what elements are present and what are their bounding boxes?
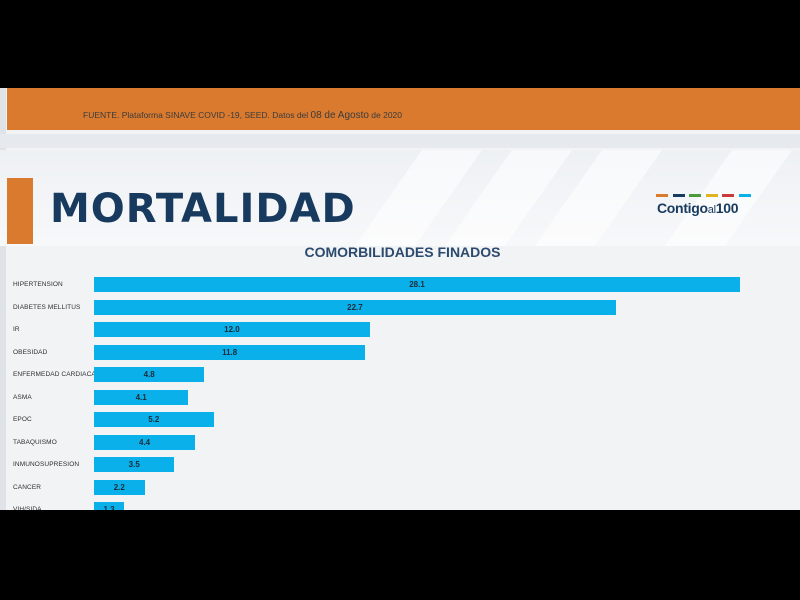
category-label: HIPERTENSION <box>13 281 63 288</box>
source-date: 08 de Agosto <box>310 110 369 121</box>
bar <box>94 412 214 427</box>
bar <box>94 502 124 510</box>
category-label: EPOC <box>13 416 32 423</box>
letterbox-bottom <box>0 510 800 600</box>
bar <box>94 299 616 315</box>
category-label: TABAQUISMO <box>13 438 57 446</box>
value-label: 3.5 <box>128 460 140 469</box>
logo-color-dashes <box>656 194 756 197</box>
page-title: MORTALIDAD <box>50 186 356 232</box>
value-label: 2.2 <box>113 482 125 492</box>
bar <box>94 277 740 292</box>
logo-dash <box>705 194 718 197</box>
bar <box>94 389 189 405</box>
value-label: 11.8 <box>222 347 238 357</box>
logo-dash <box>689 194 701 197</box>
category-label: ENFERMEDAD CARDIACA <box>13 371 96 378</box>
category-label: DIABETES MELLITUS <box>13 303 81 311</box>
logo-number: 100 <box>715 200 739 216</box>
bar-chart: HIPERTENSION 28.1 DIABETES MELLITUS 22.7 IR 1… <box>0 88 800 510</box>
category-label: OBESIDAD <box>13 348 48 356</box>
value-label: 28.1 <box>409 280 425 289</box>
source-suffix: de 2020 <box>368 110 403 120</box>
chart-title: COMORBILIDADES FINADOS <box>304 244 501 260</box>
bar <box>94 434 196 450</box>
value-label: 1.3 <box>103 505 115 510</box>
value-label: 5.2 <box>148 415 160 424</box>
value-label: 4.1 <box>135 392 147 402</box>
source-note: FUENTE. Plataforma SINAVE COVID -19, SEE… <box>83 110 402 121</box>
logo-dash <box>738 194 751 197</box>
slide-left-edge <box>0 88 6 510</box>
logo-dash <box>672 194 685 197</box>
category-label: IR <box>13 326 20 333</box>
logo-small: al <box>707 204 716 216</box>
source-banner: FUENTE. Plataforma SINAVE COVID -19, SEE… <box>7 88 800 130</box>
category-label: CANCER <box>13 483 42 491</box>
title-accent <box>7 178 33 244</box>
category-label: INMUNOSUPRESION <box>13 461 80 468</box>
separator-band <box>0 134 800 148</box>
logo-main: Contigo <box>657 200 708 216</box>
letterbox-top <box>0 0 800 88</box>
value-label: 12.0 <box>224 325 240 334</box>
logo-dash <box>722 194 734 197</box>
value-label: 4.4 <box>139 437 151 447</box>
logo-text: Contigoal100 <box>657 200 739 216</box>
bar <box>94 479 145 495</box>
bar <box>94 322 370 337</box>
category-label: ASMA <box>13 393 32 401</box>
bar <box>94 344 366 360</box>
source-prefix: FUENTE. Plataforma SINAVE COVID -19, SEE… <box>83 110 311 120</box>
category-label: VIH/SIDA <box>13 506 42 510</box>
contigo-logo: Contigoal100 <box>656 194 756 220</box>
value-label: 22.7 <box>347 302 363 312</box>
logo-dash <box>656 194 668 197</box>
slide: FUENTE. Plataforma SINAVE COVID -19, SEE… <box>0 88 800 510</box>
value-label: 4.8 <box>143 370 155 379</box>
header-band <box>0 150 800 246</box>
bar <box>94 457 175 472</box>
bar <box>94 367 205 382</box>
